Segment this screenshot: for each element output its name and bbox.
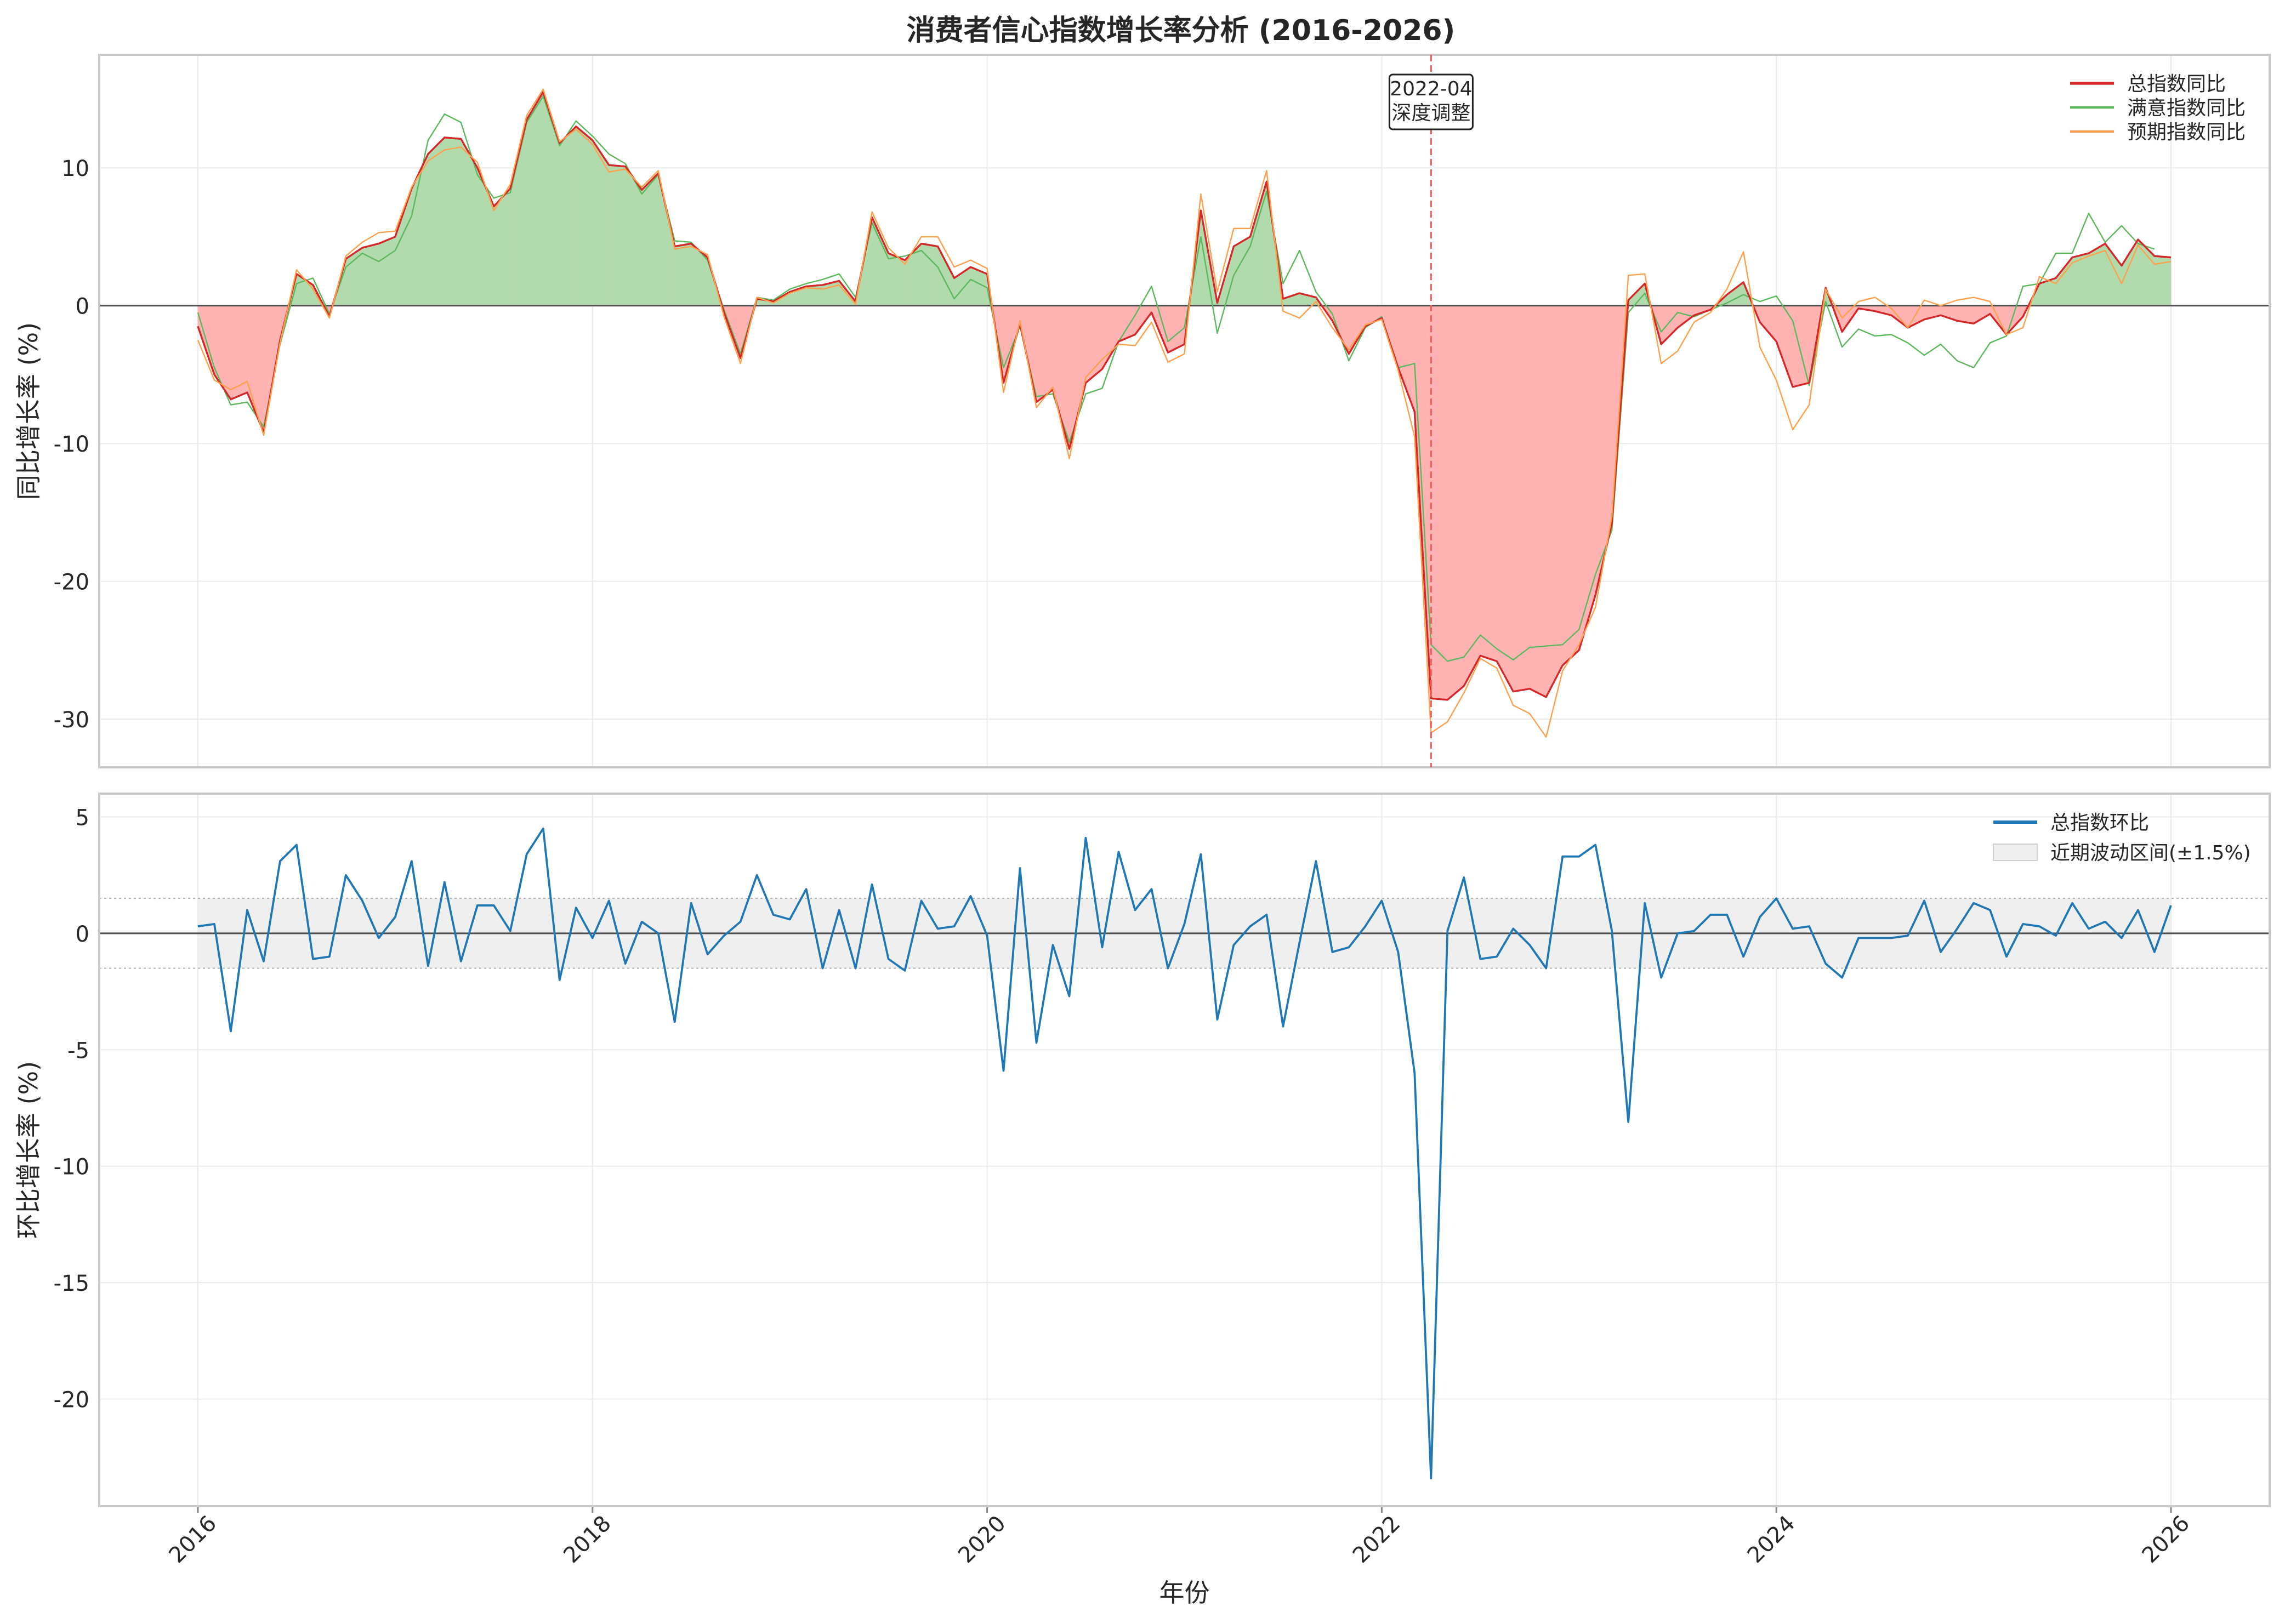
x-tick-label: 2020 <box>953 1511 1011 1569</box>
x-tick-label: 2016 <box>164 1511 222 1569</box>
mom-panel: 5 0 -5 -10 -15 -20 2016 2018 2020 2022 2024 2026 环… <box>14 793 2271 1608</box>
mom-y-ticks: 5 0 -5 -10 -15 -20 <box>54 805 89 1412</box>
positive-fill-area <box>609 164 626 306</box>
mom-x-axis-label: 年份 <box>1159 1578 1210 1608</box>
negative-fill-area <box>1545 305 1563 697</box>
legend-label: 预期指数同比 <box>2127 121 2246 144</box>
annotation-text: 深度调整 <box>1391 102 1470 124</box>
series-line-1 <box>197 95 2155 662</box>
y-tick-label: 0 <box>76 294 89 320</box>
yoy-y-ticks: 10 0 -10 -20 -30 <box>54 156 89 733</box>
positive-fill-area <box>428 136 445 306</box>
positive-fill-area <box>444 137 462 306</box>
positive-fill-area <box>937 246 954 306</box>
positive-fill-area <box>362 243 379 306</box>
legend-label: 满意指数同比 <box>2127 97 2246 119</box>
negative-fill-area <box>1397 305 1415 412</box>
series-line-main-overlay <box>197 91 2172 701</box>
x-tick-label: 2022 <box>1348 1511 1406 1569</box>
positive-fill-area <box>576 126 593 306</box>
mom-x-ticks: 2016 2018 2020 2022 2024 2026 <box>164 1506 2195 1568</box>
y-tick-label: -20 <box>54 570 89 595</box>
y-tick-label: -20 <box>54 1388 89 1413</box>
negative-fill-area <box>1102 305 1119 370</box>
negative-fill-area <box>1513 305 1530 692</box>
positive-fill-area <box>559 126 577 306</box>
negative-fill-area <box>1069 305 1086 449</box>
mom-y-axis-label: 环比增长率 (%) <box>14 1061 43 1239</box>
positive-fill-area <box>395 188 412 306</box>
positive-fill-area <box>526 91 544 306</box>
negative-fill-area <box>1036 305 1053 403</box>
negative-fill-area <box>1480 305 1497 662</box>
legend-label: 近期波动区间(±1.5%) <box>2050 842 2251 864</box>
negative-fill-area <box>1365 305 1382 327</box>
positive-fill-area <box>2105 243 2122 306</box>
y-tick-label: 5 <box>76 805 89 830</box>
positive-fill-area <box>2072 253 2089 306</box>
yoy-fill-areas <box>197 91 2172 700</box>
y-tick-label: -30 <box>54 708 89 733</box>
positive-fill-area <box>2138 238 2155 306</box>
positive-fill-area <box>378 236 396 306</box>
positive-fill-area <box>641 173 659 306</box>
y-tick-label: -10 <box>54 432 89 457</box>
x-tick-label: 2024 <box>1743 1511 1800 1569</box>
y-tick-label: 0 <box>76 922 89 947</box>
negative-fill-area <box>1496 305 1514 692</box>
series-line-0 <box>197 827 2172 1479</box>
y-tick-label: 10 <box>61 156 89 181</box>
series-line-2 <box>197 88 2172 738</box>
legend-band-swatch <box>1993 844 2038 861</box>
yoy-series-lines <box>197 88 2172 738</box>
y-tick-label: -10 <box>54 1155 89 1180</box>
positive-fill-area <box>674 243 692 306</box>
negative-fill-area <box>1578 305 1596 651</box>
chart-title: 消费者信心指数增长率分析 (2016-2026) <box>907 14 1456 47</box>
legend-label: 总指数同比 <box>2127 73 2226 95</box>
positive-fill-area <box>592 139 610 306</box>
annotation-box <box>1388 73 1474 130</box>
negative-fill-area <box>1463 305 1481 686</box>
negative-fill-area <box>1562 305 1579 666</box>
mom-plot-frame <box>98 793 2271 1507</box>
mom-series-lines <box>197 827 2172 1479</box>
negative-fill-area <box>1529 305 1547 698</box>
yoy-y-axis-label: 同比增长率 (%) <box>14 322 43 500</box>
legend-label: 总指数环比 <box>2050 812 2149 834</box>
negative-fill-area <box>1447 305 1464 700</box>
x-tick-label: 2026 <box>2138 1511 2195 1569</box>
positive-fill-area <box>543 92 560 306</box>
negative-fill-area <box>1661 305 1678 345</box>
negative-fill-area <box>1430 305 1448 700</box>
yoy-plot-frame <box>98 54 2271 768</box>
negative-fill-area <box>1053 305 1070 449</box>
series-line-0 <box>197 91 2172 701</box>
x-tick-label: 2018 <box>559 1511 616 1569</box>
y-tick-label: -15 <box>54 1271 89 1296</box>
annotation-text: 2022-04 <box>1390 78 1472 100</box>
y-tick-label: -5 <box>67 1038 89 1063</box>
negative-fill-area <box>1759 305 1777 343</box>
